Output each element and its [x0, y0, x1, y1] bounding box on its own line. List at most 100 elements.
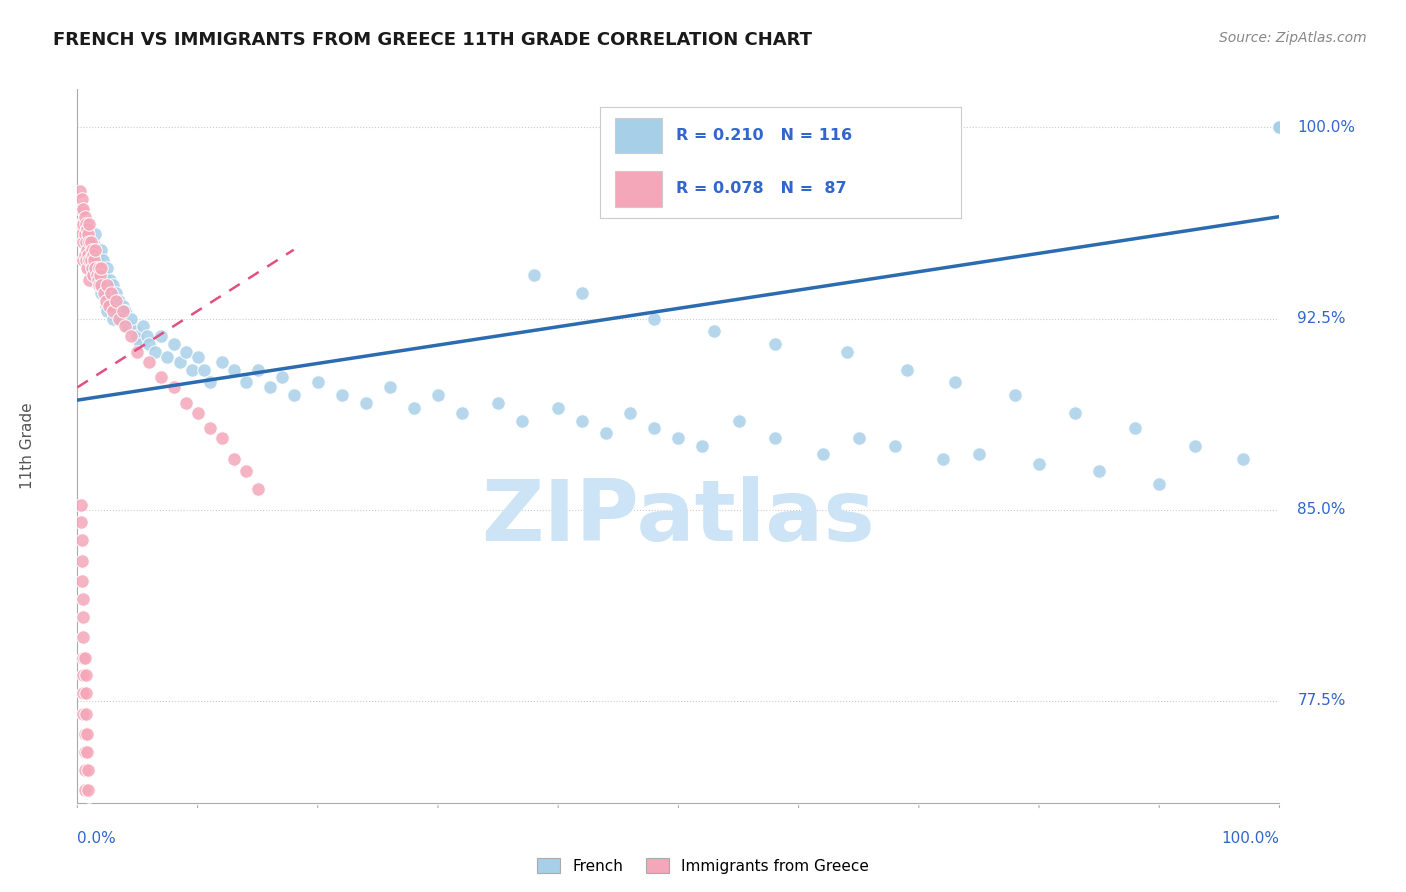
Point [94, 286, 117, 301]
Point [1268, 120, 1291, 135]
Point [93, 286, 115, 301]
Point [283, 388, 305, 402]
Point [162, 380, 184, 394]
Point [307, 376, 329, 390]
Point [75, 706, 97, 721]
Point [90, 286, 112, 301]
Point [96, 304, 118, 318]
Point [571, 413, 593, 427]
Point [427, 388, 450, 402]
Point [79, 252, 101, 267]
Point [79, 260, 101, 275]
Point [571, 286, 593, 301]
Point [619, 406, 641, 420]
Point [1268, 120, 1291, 135]
Point [246, 362, 269, 376]
Point [138, 355, 160, 369]
Point [1268, 120, 1291, 135]
Point [967, 447, 990, 461]
FancyBboxPatch shape [614, 118, 662, 153]
Text: 77.5%: 77.5% [1298, 693, 1346, 708]
Point [80, 260, 103, 275]
Point [103, 278, 125, 293]
Point [270, 370, 292, 384]
Point [69, 184, 91, 198]
Point [75, 219, 97, 234]
Point [883, 439, 905, 453]
Point [70, 498, 93, 512]
Point [643, 311, 665, 326]
Point [180, 362, 202, 376]
Point [76, 235, 98, 249]
Point [127, 329, 149, 343]
Point [76, 727, 98, 741]
Point [174, 395, 197, 409]
Text: 100.0%: 100.0% [1298, 120, 1355, 135]
Point [1184, 439, 1206, 453]
Point [150, 370, 173, 384]
Point [77, 227, 100, 242]
Point [84, 227, 107, 242]
Point [1064, 406, 1087, 420]
Point [73, 745, 96, 759]
Text: R = 0.078   N =  87: R = 0.078 N = 87 [676, 181, 846, 196]
Point [72, 235, 94, 249]
Point [402, 401, 425, 415]
Point [104, 286, 127, 301]
Point [835, 344, 858, 359]
Point [72, 650, 94, 665]
Point [128, 337, 150, 351]
Point [73, 227, 96, 242]
Point [111, 304, 134, 318]
Point [1268, 120, 1291, 135]
Point [117, 319, 139, 334]
Point [1268, 120, 1291, 135]
Point [1149, 477, 1171, 491]
Point [86, 268, 108, 283]
Point [72, 591, 94, 606]
Point [76, 260, 98, 275]
Point [145, 344, 167, 359]
Point [72, 202, 94, 216]
Point [73, 783, 96, 797]
Point [90, 243, 112, 257]
Point [79, 235, 101, 249]
Text: R = 0.210   N = 116: R = 0.210 N = 116 [676, 128, 852, 144]
Point [87, 260, 110, 275]
Point [811, 447, 834, 461]
Point [89, 268, 111, 283]
Point [72, 706, 94, 721]
Point [79, 273, 101, 287]
Point [120, 311, 142, 326]
Point [643, 421, 665, 435]
Point [114, 304, 136, 318]
Point [75, 217, 97, 231]
Point [72, 609, 94, 624]
Point [111, 299, 134, 313]
Point [70, 227, 93, 242]
Point [848, 431, 870, 445]
FancyBboxPatch shape [614, 171, 662, 207]
Point [727, 413, 749, 427]
Point [75, 668, 97, 682]
Point [763, 431, 786, 445]
Point [198, 376, 221, 390]
Point [70, 192, 93, 206]
Point [1268, 120, 1291, 135]
Point [1268, 120, 1291, 135]
Point [259, 380, 281, 394]
Point [114, 319, 136, 334]
Point [91, 252, 114, 267]
Point [70, 202, 93, 216]
Point [70, 554, 93, 568]
Text: 11th Grade: 11th Grade [20, 402, 35, 490]
Point [84, 273, 107, 287]
Point [84, 260, 107, 275]
Text: 92.5%: 92.5% [1298, 311, 1346, 326]
Point [103, 311, 125, 326]
Point [692, 439, 714, 453]
Point [108, 311, 131, 326]
Point [169, 355, 191, 369]
Point [79, 252, 101, 267]
Point [1268, 120, 1291, 135]
